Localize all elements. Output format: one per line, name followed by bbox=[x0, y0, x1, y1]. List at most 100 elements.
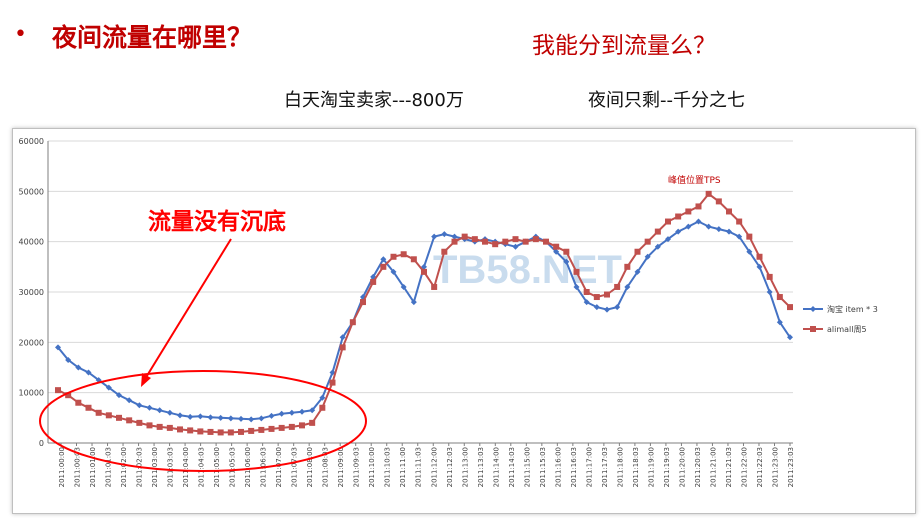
x-tick-label: 2011:11:00 bbox=[399, 447, 407, 487]
gridlines bbox=[48, 140, 793, 444]
x-tick-label: 2011:19:00 bbox=[647, 447, 655, 487]
data-point bbox=[705, 190, 712, 197]
data-point bbox=[65, 392, 72, 399]
data-point bbox=[787, 304, 793, 311]
x-tick-label: 2011:01:00 bbox=[89, 447, 97, 487]
data-point bbox=[390, 268, 397, 275]
x-tick-label: 2011:07:00 bbox=[275, 447, 283, 487]
y-tick-label: 40000 bbox=[19, 238, 44, 247]
annotation-text: 流量没有沉底 bbox=[148, 208, 286, 235]
x-tick-label: 2011:21:00 bbox=[709, 447, 717, 487]
legend-label: 淘宝 item * 3 bbox=[827, 304, 878, 314]
line-chart: 0 10000 20000 30000 40000 50000 60000 2011:00:… bbox=[19, 137, 878, 487]
data-point bbox=[563, 258, 570, 265]
x-tick-label: 2011:06:00 bbox=[244, 447, 252, 487]
x-tick-label: 2011:00:00 bbox=[58, 447, 66, 487]
data-point bbox=[583, 299, 590, 306]
data-point bbox=[492, 241, 499, 248]
data-point bbox=[573, 283, 580, 290]
data-point bbox=[400, 251, 407, 258]
data-point bbox=[248, 416, 255, 423]
data-point bbox=[756, 263, 763, 270]
legend-marker bbox=[810, 326, 816, 332]
x-tick-label: 2011:10:00 bbox=[368, 447, 376, 487]
data-point bbox=[238, 428, 244, 435]
x-tick-label: 2011:14:00 bbox=[492, 447, 500, 487]
data-point bbox=[421, 263, 427, 270]
x-tick-label: 2011:02:00 bbox=[120, 447, 128, 487]
data-point bbox=[288, 423, 295, 430]
data-point bbox=[258, 426, 265, 433]
x-tick-label: 2011:22:03 bbox=[756, 447, 764, 487]
y-tick-label: 20000 bbox=[19, 338, 44, 347]
data-point bbox=[95, 409, 102, 416]
x-tick-label: 2011:19:03 bbox=[663, 447, 671, 487]
data-point bbox=[116, 414, 122, 421]
x-tick-label: 2011:12:00 bbox=[430, 447, 438, 487]
data-point bbox=[126, 417, 133, 424]
data-point bbox=[624, 263, 631, 270]
data-point bbox=[55, 387, 61, 394]
data-point bbox=[705, 223, 712, 230]
data-point bbox=[482, 238, 488, 245]
data-point bbox=[75, 399, 82, 406]
x-tick-label: 2011:13:03 bbox=[477, 447, 485, 487]
data-point bbox=[685, 208, 692, 215]
annotation-arrow bbox=[144, 238, 232, 380]
x-tick-label: 2011:20:00 bbox=[678, 447, 686, 487]
x-tick-label: 2011:04:00 bbox=[182, 447, 190, 487]
data-point bbox=[553, 248, 560, 255]
data-point bbox=[451, 233, 458, 240]
data-point bbox=[65, 356, 72, 363]
data-point bbox=[146, 422, 153, 429]
data-point bbox=[675, 228, 682, 235]
x-tick-label: 2011:09:03 bbox=[353, 447, 361, 487]
data-point bbox=[370, 278, 377, 285]
data-point bbox=[207, 414, 214, 421]
data-point bbox=[309, 419, 316, 426]
x-tick-label: 2011:14:03 bbox=[508, 447, 516, 487]
data-point bbox=[461, 233, 468, 240]
data-point bbox=[776, 319, 783, 326]
data-point bbox=[441, 248, 448, 255]
x-tick-label: 2011:07:03 bbox=[291, 447, 299, 487]
x-tick-label: 2011:04:03 bbox=[198, 447, 206, 487]
slide-title: 夜间流量在哪里？ bbox=[52, 23, 253, 52]
data-point bbox=[85, 369, 92, 376]
data-point bbox=[166, 409, 173, 416]
annotation-arrowhead bbox=[141, 373, 151, 387]
data-point bbox=[624, 283, 631, 290]
data-point bbox=[380, 263, 387, 270]
data-point bbox=[319, 394, 326, 401]
data-point bbox=[685, 223, 692, 230]
data-point bbox=[614, 304, 621, 311]
subtitle-day: 白天淘宝卖家---800万 bbox=[284, 90, 464, 111]
data-point bbox=[654, 228, 661, 235]
data-point bbox=[512, 236, 519, 243]
data-point bbox=[634, 268, 641, 275]
data-point bbox=[258, 415, 265, 422]
series-line bbox=[57, 220, 791, 421]
data-point bbox=[604, 291, 610, 298]
data-point bbox=[319, 404, 326, 411]
x-tick-label: 2011:05:00 bbox=[213, 447, 221, 487]
x-tick-label: 2011:13:00 bbox=[461, 447, 469, 487]
data-point bbox=[756, 253, 763, 260]
x-tick-label: 2011:16:03 bbox=[570, 447, 578, 487]
data-point bbox=[695, 218, 702, 225]
data-point bbox=[390, 253, 397, 260]
data-point bbox=[207, 428, 214, 435]
data-point bbox=[116, 392, 122, 399]
x-axis: 2011:00:00 2011:00:03 2011:01:00 2011:01:03… bbox=[48, 442, 795, 487]
data-point bbox=[136, 419, 143, 426]
slide-question: 我能分到流量么？ bbox=[532, 33, 716, 59]
data-point bbox=[75, 364, 82, 371]
data-point bbox=[583, 289, 590, 295]
data-point bbox=[349, 319, 356, 326]
x-tick-label: 2011:17:03 bbox=[601, 447, 609, 487]
data-point bbox=[787, 334, 793, 341]
data-point bbox=[441, 231, 448, 238]
data-point bbox=[532, 236, 539, 243]
data-point bbox=[593, 294, 600, 301]
data-point bbox=[766, 273, 773, 280]
